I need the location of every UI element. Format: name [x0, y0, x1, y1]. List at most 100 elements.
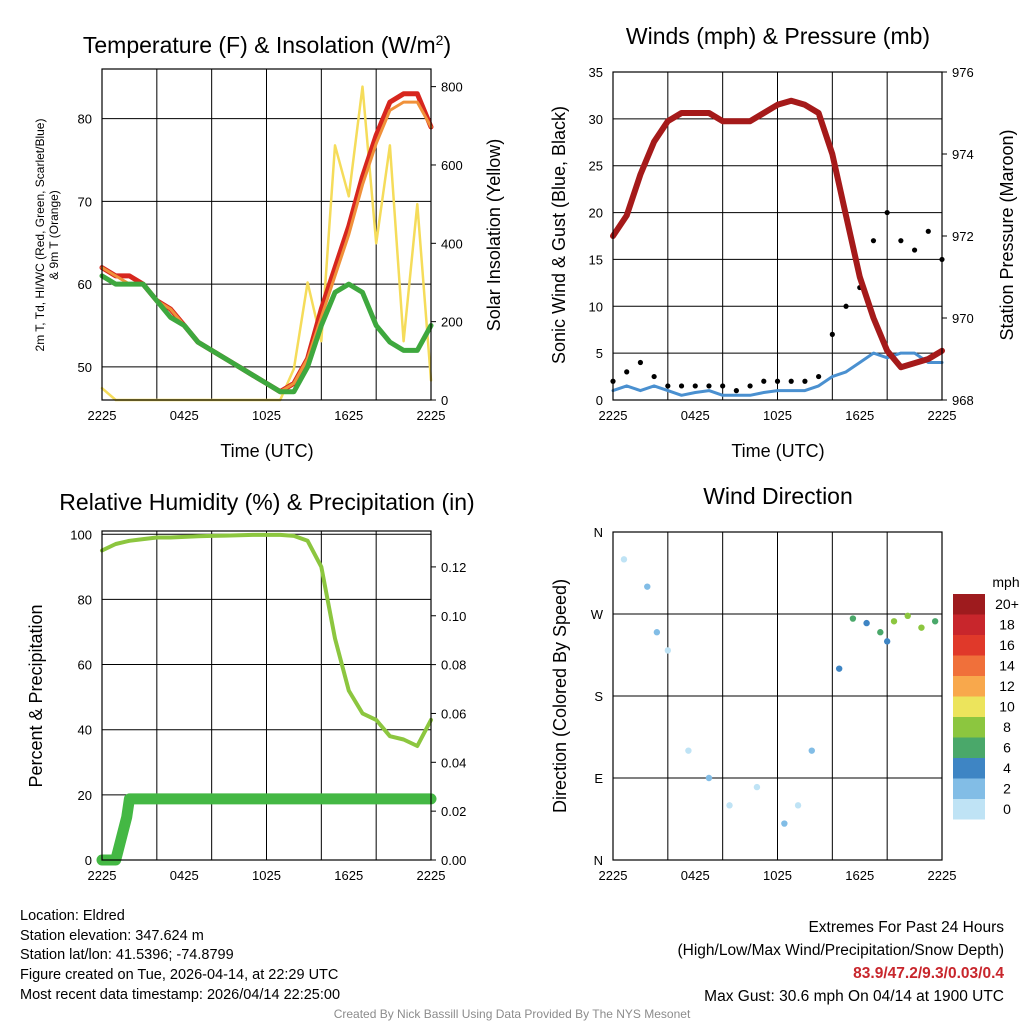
wind-series-line	[611, 351, 944, 397]
temperature-y-tick-label: 70	[78, 194, 92, 209]
speed-legend-swatch	[953, 594, 985, 615]
gust-point	[788, 378, 794, 384]
wind-y-tick-label: 35	[589, 65, 603, 80]
wind-y2-tick-label: 970	[952, 311, 974, 326]
direction-point	[620, 556, 628, 563]
temperature-y-axis-label-line2: & 9m T (Orange)	[47, 190, 61, 280]
speed-legend-swatch	[953, 737, 985, 758]
humidity-x-tick-label: 2225	[88, 868, 117, 883]
direction-point	[753, 783, 761, 791]
speed-legend-swatch	[953, 635, 985, 656]
speed-legend-swatch	[953, 717, 985, 738]
gust-point	[829, 331, 835, 337]
temperature-x-axis-label: Time (UTC)	[220, 441, 313, 461]
gust-point	[665, 383, 671, 389]
gust-point	[678, 383, 685, 389]
speed-legend-swatch	[953, 696, 985, 717]
wind-x-tick-label: 1025	[763, 408, 792, 423]
direction-point	[863, 619, 870, 627]
temperature-panel: Temperature (F) & Insolation (W/m2) Time…	[33, 32, 504, 461]
temperature-x-tick-label: 2225	[417, 408, 446, 423]
gust-point	[816, 373, 822, 380]
direction-point	[890, 618, 898, 625]
gust-point	[802, 378, 808, 384]
extremes-values: 83.9/47.2/9.3/0.03/0.4	[853, 965, 1004, 982]
dewpoint-series-line	[99, 273, 434, 395]
speed-legend-swatch	[953, 758, 985, 779]
direction-point	[808, 747, 815, 754]
gust-point	[925, 228, 931, 234]
temperature-y2-tick-label: 200	[441, 315, 463, 330]
wind-y2-tick-label: 972	[952, 229, 974, 244]
pressure-y-axis-label: Station Pressure (Maroon)	[997, 129, 1017, 340]
humidity-y2-tick-label: 0.12	[441, 560, 466, 575]
temperature-chart-title: Temperature (F) & Insolation (W/m2)	[83, 32, 451, 58]
direction-point	[877, 629, 884, 636]
speed-legend-label: 4	[1003, 760, 1011, 776]
gust-point	[637, 359, 644, 366]
gust-point	[651, 373, 657, 380]
solar-y-axis-label: Solar Insolation (Yellow)	[484, 139, 504, 331]
humidity-y2-tick-label: 0.04	[441, 755, 466, 770]
humidity-y-tick-label: 20	[78, 788, 92, 803]
speed-legend-swatch	[953, 655, 985, 676]
humidity-y-tick-label: 80	[78, 592, 92, 607]
wind-y-axis-label: Sonic Wind & Gust (Blue, Black)	[549, 106, 569, 364]
temperature-y2-tick-label: 600	[441, 158, 463, 173]
direction-point	[883, 638, 891, 645]
direction-point	[653, 629, 661, 636]
wind-y-tick-label: 5	[596, 346, 603, 361]
speed-legend-label: 18	[999, 617, 1015, 633]
gust-point	[706, 383, 712, 389]
humidity-y2-tick-label: 0.06	[441, 706, 466, 721]
temperature-y-axis-label-line1: 2m T, Td, HI/WC (Red, Green, Scarlet/Blu…	[33, 119, 47, 352]
wind-x-tick-label: 2225	[928, 408, 957, 423]
temperature-y-tick-label: 60	[78, 277, 92, 292]
speed-legend-label: 6	[1003, 740, 1011, 756]
direction-point	[849, 615, 857, 622]
gust-point	[747, 383, 753, 389]
speed-legend-label: 0	[1003, 801, 1011, 817]
pressure-series-line	[610, 97, 945, 371]
direction-y-tick-label: S	[594, 689, 603, 704]
credit-line: Created By Nick Bassill Using Data Provi…	[333, 1007, 691, 1021]
speed-legend-label: 10	[999, 699, 1015, 715]
temperature-x-tick-label: 2225	[88, 408, 117, 423]
humidity-y2-tick-label: 0.10	[441, 609, 466, 624]
figure-created: Figure created on Tue, 2026-04-14, at 22…	[20, 967, 339, 984]
gust-point	[898, 238, 904, 244]
gust-point	[720, 383, 726, 389]
humidity-y-tick-label: 0	[85, 853, 92, 868]
station-latlon: Station lat/lon: 41.5396; -74.8799	[20, 947, 234, 964]
wind-y-tick-label: 25	[589, 159, 603, 174]
direction-panel: Wind Direction Direction (Colored By Spe…	[550, 483, 1020, 883]
humidity-y2-tick-label: 0.08	[441, 658, 466, 673]
speed-legend-label: 2	[1003, 781, 1011, 797]
speed-legend-swatch	[953, 799, 985, 820]
humidity-y-tick-label: 40	[78, 723, 92, 738]
speed-legend-swatch	[953, 614, 985, 635]
wind-y2-tick-label: 968	[952, 393, 974, 408]
gust-point	[870, 238, 877, 244]
wind-chart-title: Winds (mph) & Pressure (mb)	[626, 23, 930, 49]
direction-point	[781, 820, 788, 827]
extremes-subheading: (High/Low/Max Wind/Precipitation/Snow De…	[677, 942, 1005, 959]
speed-legend-title: mph	[992, 574, 1019, 590]
humidity-y-tick-label: 100	[70, 527, 92, 542]
gust-point	[884, 209, 890, 216]
direction-point	[726, 802, 733, 809]
direction-point	[794, 802, 802, 809]
temperature-x-tick-label: 0425	[170, 408, 199, 423]
humidity-x-tick-label: 1625	[334, 868, 363, 883]
gust-point	[761, 378, 767, 384]
humidity-chart-title: Relative Humidity (%) & Precipitation (i…	[59, 489, 474, 515]
station-info: Location: Eldred Station elevation: 347.…	[20, 907, 340, 1006]
temperature-y-tick-label: 80	[78, 112, 92, 127]
speed-legend-label: 12	[999, 678, 1015, 694]
direction-point	[644, 583, 651, 590]
temperature-y2-tick-label: 800	[441, 80, 463, 95]
gust-point	[774, 378, 781, 384]
temperature-x-tick-label: 1625	[334, 408, 363, 423]
humidity-panel: Relative Humidity (%) & Precipitation (i…	[26, 489, 475, 883]
